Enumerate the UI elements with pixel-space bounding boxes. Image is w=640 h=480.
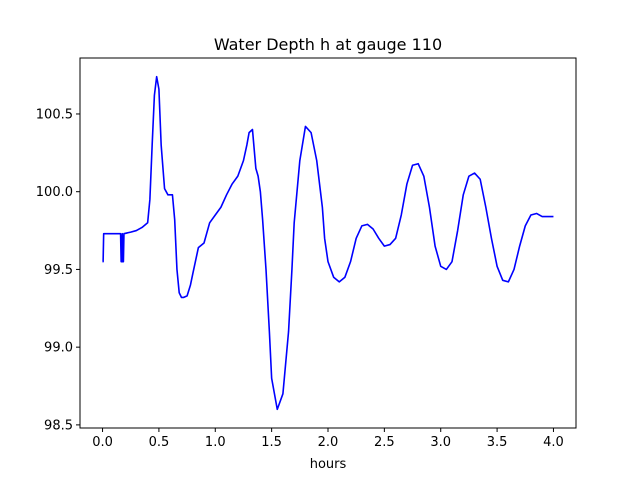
x-tick-label: 4.0 — [543, 435, 564, 450]
x-tick-label: 0.5 — [149, 435, 170, 450]
y-tick-label: 98.5 — [44, 418, 73, 433]
y-tick-label: 99.5 — [44, 263, 73, 278]
series-line-0 — [102, 75, 554, 411]
x-tick-label: 1.5 — [261, 435, 282, 450]
y-tick-label: 99.0 — [44, 341, 73, 356]
y-axis-ticks: 98.5 99.0 99.5 100.0 100.5 — [36, 107, 80, 433]
x-tick-label: 0.0 — [92, 435, 113, 450]
x-axis-label: hours — [310, 457, 347, 472]
plot-frame — [79, 57, 577, 429]
x-tick-label: 3.0 — [430, 435, 451, 450]
x-axis-ticks: 0.0 0.5 1.0 1.5 2.0 2.5 3.0 3.5 4.0 — [92, 428, 564, 450]
x-tick-label: 3.5 — [487, 435, 508, 450]
plot-area — [102, 75, 554, 411]
x-tick-label: 1.0 — [205, 435, 226, 450]
chart-title: Water Depth h at gauge 110 — [214, 35, 442, 54]
y-tick-label: 100.0 — [36, 185, 73, 200]
x-tick-label: 2.0 — [318, 435, 339, 450]
y-tick-label: 100.5 — [36, 107, 73, 122]
x-tick-label: 2.5 — [374, 435, 395, 450]
